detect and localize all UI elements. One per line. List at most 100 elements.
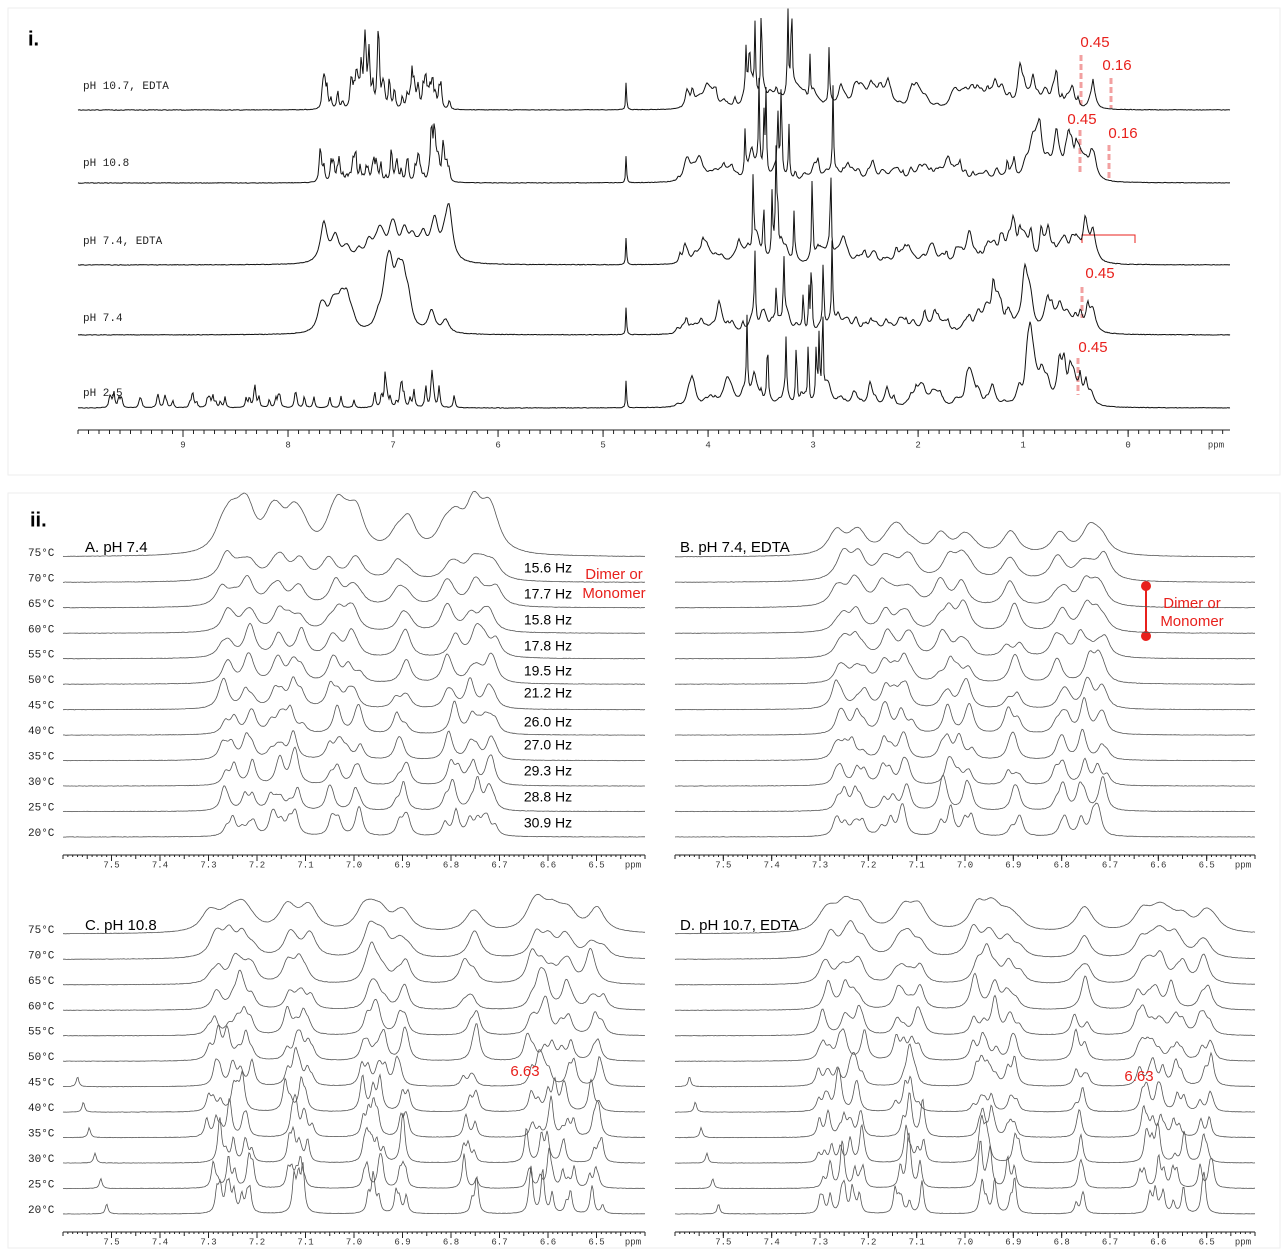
x-tick-label: 3 xyxy=(810,440,815,450)
x-tick-label: 9 xyxy=(180,440,185,450)
spectrum xyxy=(674,895,1256,935)
spectrum xyxy=(674,1067,1256,1113)
temperature-label: 35°C xyxy=(28,752,55,764)
spectrum xyxy=(62,1093,646,1139)
x-tick-label: 7.3 xyxy=(200,860,216,870)
subpanel-title: A. pH 7.4 xyxy=(85,539,148,556)
coupling-label: 27.0 Hz xyxy=(524,737,572,753)
x-tick-label: 6.8 xyxy=(443,860,459,870)
spectrum xyxy=(674,943,1256,986)
annotation: 0.16 xyxy=(1108,125,1137,142)
panel-label: i. xyxy=(28,28,39,50)
x-unit: ppm xyxy=(1235,860,1251,870)
annotation: 6.63 xyxy=(510,1063,539,1080)
x-tick-label: 7.0 xyxy=(346,860,362,870)
x-tick-label: 5 xyxy=(600,440,605,450)
spectrum xyxy=(63,920,646,960)
x-tick-label: 2 xyxy=(915,440,920,450)
x-unit: ppm xyxy=(625,860,641,870)
trace-label: pH 7.4, EDTA xyxy=(83,236,163,248)
coupling-label: 26.0 Hz xyxy=(524,714,572,730)
spectrum xyxy=(674,920,1256,960)
coupling-label: 29.3 Hz xyxy=(524,763,572,779)
spectrum xyxy=(675,1043,1256,1088)
annotation: Dimer or xyxy=(585,566,643,583)
spectrum xyxy=(62,776,645,813)
temperature-label: 25°C xyxy=(28,802,55,814)
coupling-label: 28.8 Hz xyxy=(524,789,572,805)
spectrum xyxy=(674,1132,1255,1190)
spectrum xyxy=(675,547,1256,583)
x-tick-label: 7.5 xyxy=(715,1237,731,1247)
coupling-label: 19.5 Hz xyxy=(524,663,572,679)
spectrum xyxy=(674,521,1255,558)
x-tick-label: 7.5 xyxy=(103,1237,119,1247)
trace-label: pH 2.5 xyxy=(83,388,123,400)
x-tick-label: 4 xyxy=(705,440,710,450)
x-unit: ppm xyxy=(1235,1237,1251,1247)
spectrum xyxy=(63,941,645,986)
spectrum xyxy=(63,730,645,762)
x-tick-label: 6.9 xyxy=(394,860,410,870)
panel-label: ii. xyxy=(30,509,47,531)
x-tick-label: 7.5 xyxy=(103,860,119,870)
temperature-label: 45°C xyxy=(28,701,55,713)
spectrum xyxy=(62,967,646,1011)
spectrum xyxy=(674,649,1256,685)
x-tick-label: 7.0 xyxy=(346,1237,362,1247)
x-tick-label: 6.6 xyxy=(540,860,556,870)
subpanel-title: B. pH 7.4, EDTA xyxy=(680,539,790,556)
x-tick-label: 6.6 xyxy=(1150,860,1166,870)
spectrum xyxy=(675,1171,1256,1215)
spectrum xyxy=(674,599,1256,634)
x-tick-label: 7.4 xyxy=(152,860,168,870)
annotation: Dimer or xyxy=(1163,595,1221,612)
subpanel-title: D. pH 10.7, EDTA xyxy=(680,917,799,934)
temperature-label: 45°C xyxy=(28,1078,55,1090)
spectrum xyxy=(674,728,1256,762)
temperature-label: 70°C xyxy=(28,950,55,962)
red-markers xyxy=(1076,55,1113,395)
spectrum xyxy=(62,1069,645,1113)
annotation: 0.45 xyxy=(1080,34,1109,51)
x-tick-label: 6 xyxy=(495,440,500,450)
x-tick-label: 7.0 xyxy=(957,1237,973,1247)
spectrum xyxy=(63,805,645,838)
coupling-label: 15.8 Hz xyxy=(524,612,572,628)
spectrum xyxy=(675,1028,1255,1062)
spectrum xyxy=(675,628,1255,660)
spectrum xyxy=(62,1162,646,1215)
panel-i-frame xyxy=(7,7,1281,476)
temperature-label: 70°C xyxy=(28,573,55,585)
x-tick-label: 6.7 xyxy=(1102,1237,1118,1247)
temperature-label: 20°C xyxy=(28,1205,55,1217)
x-tick-label: 6.7 xyxy=(491,860,507,870)
spectrum xyxy=(674,1092,1256,1139)
temperature-label: 20°C xyxy=(28,828,55,840)
trace-label: pH 10.7, EDTA xyxy=(83,81,169,93)
coupling-label: 30.9 Hz xyxy=(524,815,572,831)
bracket xyxy=(1081,234,1136,243)
temperature-label: 40°C xyxy=(28,726,55,738)
annotation: 6.63 xyxy=(1124,1068,1153,1085)
x-tick-label: 7 xyxy=(390,440,395,450)
spectrum xyxy=(674,676,1256,711)
spectrum xyxy=(62,652,646,685)
x-tick-label: 6.7 xyxy=(491,1237,507,1247)
spectrum xyxy=(77,8,1231,111)
x-tick-label: 6.6 xyxy=(540,1237,556,1247)
annotation: Monomer xyxy=(1160,613,1223,630)
x-tick-label: 6.5 xyxy=(588,860,604,870)
x-tick-label: 6.8 xyxy=(1054,1237,1070,1247)
dimer-marker xyxy=(1141,581,1151,641)
spectrum xyxy=(77,145,1231,266)
annotation: 0.16 xyxy=(1102,57,1131,74)
annotation: 0.45 xyxy=(1078,339,1107,356)
coupling-label: 17.8 Hz xyxy=(524,638,572,654)
x-tick-label: 7.1 xyxy=(297,860,313,870)
x-tick-label: 6.8 xyxy=(443,1237,459,1247)
x-tick-label: 6.7 xyxy=(1102,860,1118,870)
spectrum xyxy=(62,995,646,1037)
x-tick-label: 6.9 xyxy=(394,1237,410,1247)
